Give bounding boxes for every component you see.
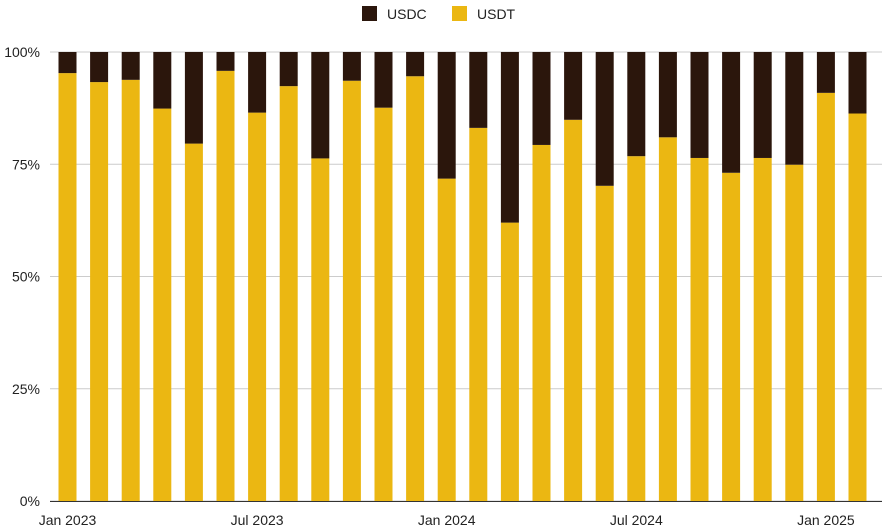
bar-usdt-2024-06: [595, 185, 614, 501]
legend-label-usdc: USDC: [387, 6, 427, 22]
bar-usdc-2023-03: [121, 52, 140, 80]
bar-usdt-2024-04: [532, 144, 551, 501]
bar-usdt-2023-05: [184, 143, 203, 501]
y-tick-label: 75%: [12, 156, 40, 172]
bar-usdc-2024-04: [532, 52, 551, 145]
bar-usdc-2023-09: [311, 52, 330, 159]
bar-usdt-2024-10: [722, 172, 741, 501]
bar-usdc-2024-02: [469, 52, 488, 128]
legend-swatch-usdc: [362, 6, 377, 21]
y-tick-label: 100%: [4, 44, 40, 60]
bar-usdt-2024-03: [500, 222, 519, 501]
bar-usdc-2024-12: [785, 52, 804, 165]
bar-usdt-2024-11: [753, 157, 772, 502]
bar-usdt-2023-07: [248, 112, 267, 502]
bar-usdc-2024-03: [500, 52, 519, 223]
y-tick-label: 50%: [12, 269, 40, 285]
bar-usdt-2024-07: [627, 156, 646, 501]
x-tick-label: Jan 2024: [418, 512, 476, 528]
bar-usdt-2023-08: [279, 86, 298, 502]
bar-usdc-2023-11: [374, 52, 393, 108]
bar-usdt-2023-01: [58, 73, 77, 501]
y-tick-label: 0%: [20, 493, 40, 509]
bars: [50, 52, 882, 502]
bar-usdt-2024-05: [564, 119, 583, 501]
bar-usdt-2025-01: [816, 92, 835, 501]
x-axis: Jan 2023 Jul 2023 Jan 2024 Jul 2024 Jan 2025: [39, 512, 855, 528]
bar-usdc-2023-02: [90, 52, 109, 83]
bar-usdc-2024-10: [722, 52, 741, 173]
bar-usdt-2023-10: [342, 80, 361, 502]
y-tick-label: 25%: [12, 381, 40, 397]
bar-usdc-2023-04: [153, 52, 172, 109]
bar-usdt-2025-02: [848, 113, 867, 501]
bar-usdc-2024-07: [627, 52, 646, 157]
bar-usdt-2023-06: [216, 70, 235, 501]
bar-usdt-2023-04: [153, 108, 172, 501]
bar-usdt-2023-02: [90, 82, 109, 501]
legend: USDC USDT: [362, 6, 516, 22]
x-tick-label: Jan 2023: [39, 512, 97, 528]
bar-usdt-2024-02: [469, 127, 488, 502]
legend-swatch-usdt: [452, 6, 467, 21]
bar-usdc-2025-01: [816, 52, 835, 93]
bar-usdc-2024-06: [595, 52, 614, 186]
bar-usdt-2023-03: [121, 79, 140, 501]
bar-usdc-2023-07: [248, 52, 267, 113]
bar-usdt-2024-08: [658, 137, 677, 501]
bar-usdc-2024-01: [437, 52, 456, 179]
x-tick-label: Jul 2024: [610, 512, 663, 528]
bar-usdc-2023-05: [184, 52, 203, 144]
y-axis: 0% 25% 50% 75% 100%: [4, 44, 40, 509]
bar-usdc-2023-08: [279, 52, 298, 87]
legend-label-usdt: USDT: [477, 6, 516, 22]
bar-usdc-2023-06: [216, 52, 235, 71]
bar-usdc-2023-01: [58, 52, 77, 74]
bar-usdt-2024-12: [785, 164, 804, 501]
bar-usdc-2024-05: [564, 52, 583, 120]
bar-usdt-2023-11: [374, 107, 393, 502]
bar-usdc-2023-10: [342, 52, 361, 81]
bar-usdc-2024-09: [690, 52, 709, 158]
x-tick-label: Jul 2023: [231, 512, 284, 528]
bar-usdc-2025-02: [848, 52, 867, 114]
x-tick-label: Jan 2025: [797, 512, 855, 528]
bar-usdt-2023-12: [406, 76, 425, 501]
bar-usdt-2024-01: [437, 178, 456, 502]
bar-usdt-2023-09: [311, 158, 330, 501]
bar-usdc-2024-08: [658, 52, 677, 138]
bar-usdc-2024-11: [753, 52, 772, 158]
bar-usdt-2024-09: [690, 157, 709, 502]
bar-usdc-2023-12: [406, 52, 425, 77]
